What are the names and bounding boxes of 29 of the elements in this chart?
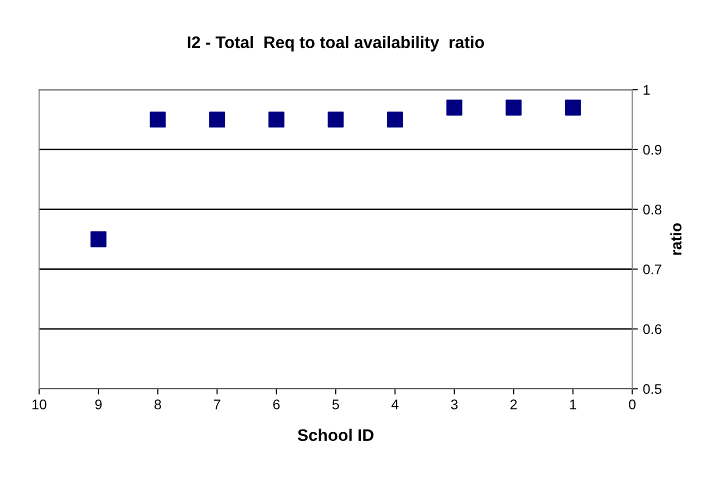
y-tick-label: 0.9	[643, 144, 662, 155]
point	[387, 112, 403, 128]
x-tick-label: 5	[332, 400, 339, 410]
y-tick-label: 0.8	[643, 204, 662, 214]
point	[209, 112, 226, 128]
x-tick-label: 1	[570, 400, 576, 410]
x-tick-label: 10	[32, 400, 46, 410]
x-tick-label: 0	[628, 400, 636, 410]
y-tick-label: 0.5	[643, 384, 662, 394]
x-tick-label: 2	[510, 400, 517, 410]
x-tick-label: 4	[391, 400, 398, 410]
y-tick-label: 0.6	[643, 324, 662, 334]
x-tick-label: 6	[273, 400, 280, 410]
x-tick-label: 8	[154, 400, 162, 410]
point	[150, 112, 166, 128]
chart-title: I2 - Total Req to toal availability ratio	[188, 36, 484, 52]
y-tick-label: 1	[644, 85, 650, 95]
point	[268, 112, 284, 128]
y-tick-label: 0.7	[643, 264, 662, 274]
point	[328, 112, 344, 128]
x-tick-label: 7	[214, 400, 220, 410]
y-axis-title: ratio	[670, 223, 682, 255]
point	[564, 100, 581, 116]
x-tick-label: 9	[95, 400, 102, 410]
point	[446, 100, 462, 116]
x-tick-label: 3	[450, 400, 458, 410]
point	[506, 100, 522, 116]
point	[90, 231, 106, 248]
x-axis-title: School ID	[298, 428, 374, 442]
